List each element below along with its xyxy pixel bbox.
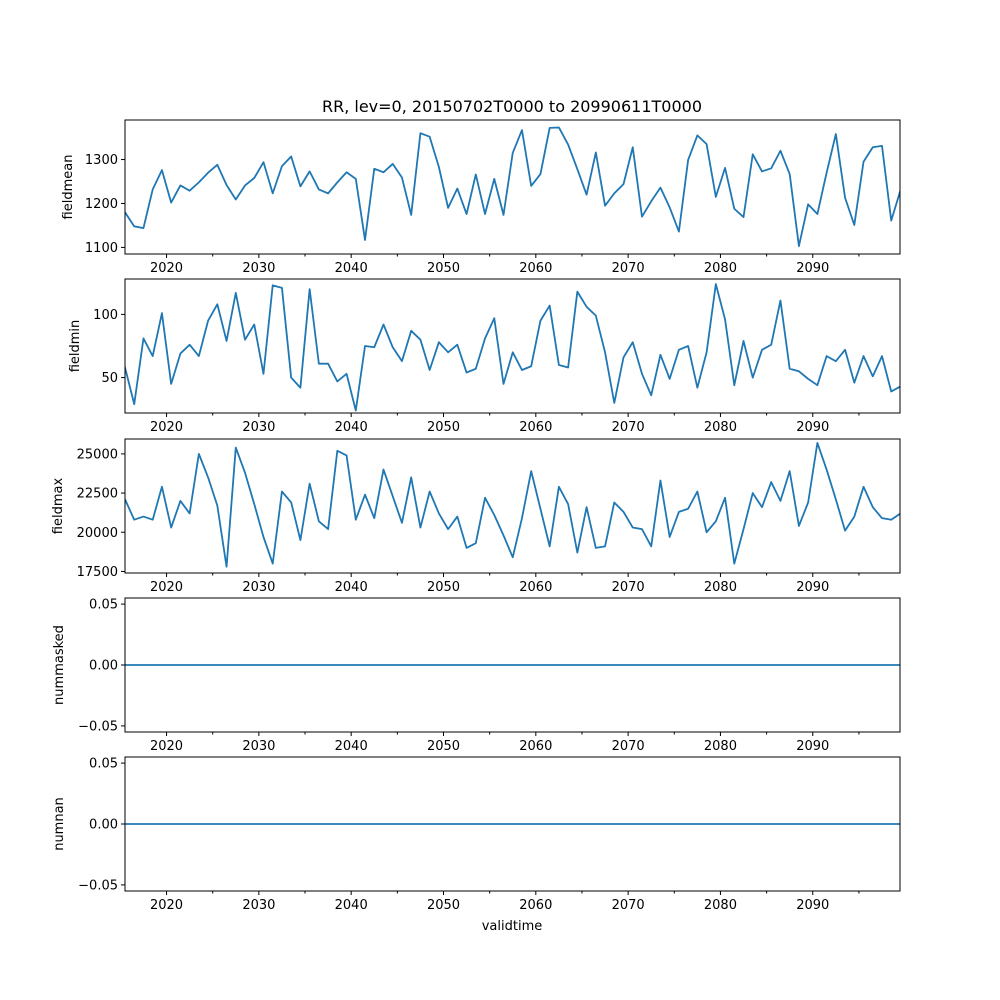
- panels: 1100 1200 1300 2020 2030 2040 2050 2060 2070 2080…: [51, 119, 901, 913]
- y-tick-label: 25000: [77, 447, 118, 462]
- x-tick-label: 2070: [612, 580, 645, 595]
- y-axis-label: nummasked: [52, 625, 67, 705]
- y-tick-label: −0.05: [78, 719, 118, 734]
- y-tick-label: 0.00: [89, 659, 118, 674]
- y-tick-label: 1300: [85, 153, 118, 168]
- x-tick-label: 2080: [704, 420, 737, 435]
- y-tick-label: 17500: [77, 565, 118, 580]
- x-tick-label: 2040: [335, 420, 368, 435]
- x-tick-label: 2080: [704, 261, 737, 276]
- x-tick-label: 2080: [704, 898, 737, 913]
- fieldmean-series-line: [125, 126, 900, 247]
- x-tick-label: 2090: [796, 580, 829, 595]
- panel-fieldmean: 1100 1200 1300 2020 2030 2040 2050 2060 2070 2080…: [61, 119, 901, 276]
- x-tick-label: 2030: [242, 898, 275, 913]
- y-tick-label: 100: [93, 308, 118, 323]
- x-tick-label: 2050: [427, 261, 460, 276]
- x-tick-label: 2020: [150, 580, 183, 595]
- x-tick-label: 2050: [427, 420, 460, 435]
- x-tick-label: 2090: [796, 898, 829, 913]
- x-tick-label: 2060: [519, 898, 552, 913]
- x-tick-label: 2090: [796, 261, 829, 276]
- x-tick-label: 2020: [150, 739, 183, 754]
- x-tick-label: 2020: [150, 898, 183, 913]
- x-tick-label: 2030: [242, 739, 275, 754]
- y-axis-label: fieldmean: [61, 155, 76, 220]
- x-tick-label: 2020: [150, 261, 183, 276]
- fieldmax-series-line: [125, 442, 900, 568]
- x-tick-label: 2080: [704, 739, 737, 754]
- x-tick-label: 2040: [335, 898, 368, 913]
- y-tick-label: 1100: [85, 241, 118, 256]
- x-tick-label: 2090: [796, 739, 829, 754]
- x-tick-label: 2080: [704, 580, 737, 595]
- chart-title: RR, lev=0, 20150702T0000 to 20990611T000…: [322, 97, 702, 116]
- y-tick-label: 0.00: [89, 818, 118, 833]
- x-axis-label: validtime: [482, 919, 543, 934]
- axes-frame: [124, 438, 901, 574]
- y-axis-label: numnan: [52, 797, 67, 851]
- x-tick-label: 2040: [335, 580, 368, 595]
- y-tick-label: 50: [101, 371, 118, 386]
- panel-nummasked: −0.05 0.00 0.05 2020 2030 2040 2050 2060 2070 208…: [52, 597, 901, 754]
- x-tick-label: 2020: [150, 420, 183, 435]
- y-axis-label: fieldmax: [51, 478, 66, 535]
- x-tick-label: 2030: [242, 261, 275, 276]
- panel-numnan: −0.05 0.00 0.05 2020 2030 2040 2050 2060 2070 208…: [52, 756, 901, 913]
- x-tick-label: 2070: [612, 420, 645, 435]
- panel-fieldmin: 50 100 2020 2030 2040 2050 2060 2070 2080 2090 fie…: [68, 278, 901, 435]
- x-tick-label: 2070: [612, 261, 645, 276]
- x-tick-label: 2060: [519, 580, 552, 595]
- x-tick-label: 2050: [427, 580, 460, 595]
- y-tick-label: −0.05: [78, 878, 118, 893]
- y-tick-label: 0.05: [89, 598, 118, 613]
- x-tick-label: 2050: [427, 898, 460, 913]
- axes-frame: [124, 278, 901, 414]
- x-tick-label: 2090: [796, 420, 829, 435]
- x-tick-label: 2030: [242, 420, 275, 435]
- y-axis-label: fieldmin: [68, 320, 83, 373]
- axes-frame: [124, 119, 901, 255]
- x-tick-label: 2070: [612, 739, 645, 754]
- y-tick-label: 1200: [85, 197, 118, 212]
- x-tick-label: 2060: [519, 261, 552, 276]
- fieldmin-series-line: [125, 283, 900, 412]
- x-tick-label: 2050: [427, 739, 460, 754]
- x-tick-label: 2040: [335, 739, 368, 754]
- x-tick-label: 2030: [242, 580, 275, 595]
- y-tick-label: 22500: [77, 487, 118, 502]
- panel-fieldmax: 17500 20000 22500 25000 2020 2030 2040 2050 2060…: [51, 438, 901, 595]
- x-tick-label: 2070: [612, 898, 645, 913]
- y-tick-label: 20000: [77, 526, 118, 541]
- x-tick-label: 2040: [335, 261, 368, 276]
- x-tick-label: 2060: [519, 420, 552, 435]
- x-tick-label: 2060: [519, 739, 552, 754]
- y-tick-label: 0.05: [89, 757, 118, 772]
